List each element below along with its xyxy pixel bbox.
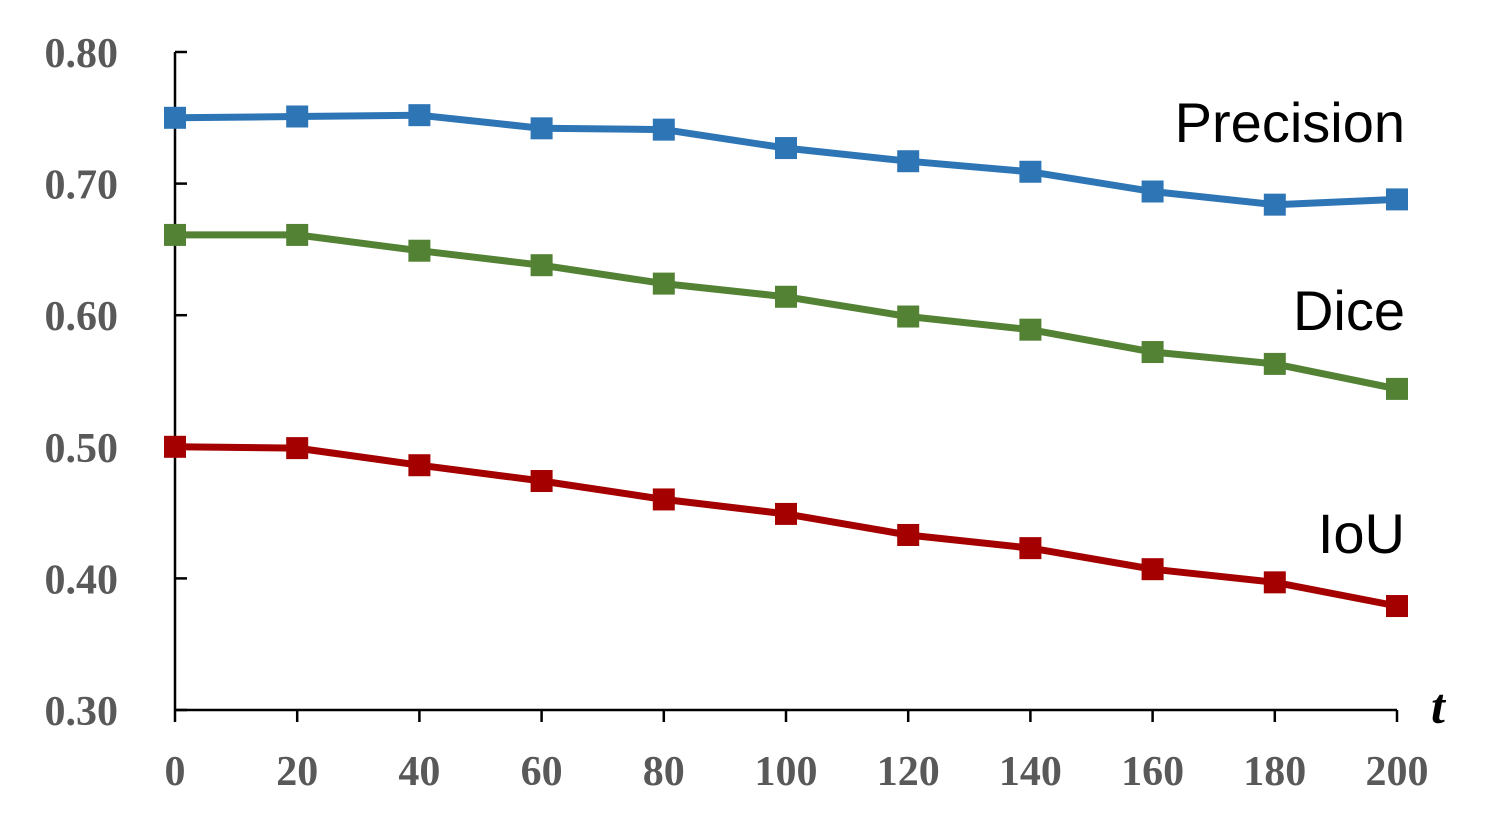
iou-line <box>174 443 1398 610</box>
y-tick-label: 0.30 <box>45 689 119 735</box>
x-axis-ticks: 0 20 40 60 80 100 120 140 160 180 200 <box>165 710 1429 795</box>
dice-point <box>1263 352 1286 375</box>
dice-point <box>408 239 431 262</box>
x-tick-label: 60 <box>521 749 563 795</box>
y-tick-label: 0.50 <box>45 426 119 472</box>
precision-point <box>530 117 553 140</box>
precision-point <box>652 118 675 141</box>
x-tick-label: 100 <box>755 749 818 795</box>
iou-point <box>530 470 553 493</box>
precision-point <box>1141 180 1164 203</box>
series-labels: Precision Dice IoU <box>1175 91 1405 565</box>
iou-point <box>652 488 675 511</box>
precision-point <box>286 105 309 128</box>
x-tick-label: 80 <box>643 749 685 795</box>
iou-point <box>1386 595 1408 618</box>
series-dice <box>164 223 1408 400</box>
iou-point <box>1263 571 1286 594</box>
iou-series-label: IoU <box>1318 502 1405 565</box>
precision-point <box>1263 193 1286 216</box>
iou-point <box>775 502 797 525</box>
x-axis-title: t <box>1431 678 1447 734</box>
y-tick-label: 0.60 <box>45 294 119 340</box>
iou-point <box>408 454 431 477</box>
iou-point <box>1019 537 1042 560</box>
iou-point <box>1141 558 1164 581</box>
iou-point <box>897 523 920 546</box>
x-tick-label: 180 <box>1243 749 1306 795</box>
dice-line <box>175 231 1398 393</box>
precision-point <box>1019 160 1042 183</box>
dice-point <box>1141 341 1164 364</box>
x-tick-label: 200 <box>1366 749 1429 795</box>
dice-point <box>652 272 675 295</box>
dice-point <box>164 223 186 246</box>
x-tick-label: 40 <box>398 749 440 795</box>
x-tick-label: 140 <box>999 749 1062 795</box>
precision-point <box>775 137 797 160</box>
precision-point <box>164 106 186 129</box>
precision-point <box>408 104 431 127</box>
x-tick-label: 0 <box>165 749 186 795</box>
x-tick-label: 120 <box>877 749 940 795</box>
y-axis-ticks: 0.30 0.40 0.50 0.60 0.70 0.80 <box>45 31 187 735</box>
series-iou <box>164 435 1408 618</box>
x-tick-label: 20 <box>276 749 318 795</box>
y-tick-label: 0.80 <box>45 31 119 77</box>
precision-point <box>1386 188 1408 211</box>
dice-point <box>286 223 309 246</box>
dice-point <box>1386 377 1408 400</box>
precision-point <box>897 150 920 173</box>
dice-point <box>530 254 553 277</box>
series-layer <box>164 104 1408 618</box>
series-precision <box>164 104 1408 216</box>
x-tick-label: 160 <box>1121 749 1184 795</box>
precision-series-label: Precision <box>1175 91 1405 154</box>
iou-point <box>164 435 186 458</box>
y-tick-label: 0.40 <box>45 557 119 603</box>
dice-series-label: Dice <box>1293 279 1405 342</box>
iou-point <box>286 437 309 460</box>
y-tick-label: 0.70 <box>45 163 119 209</box>
dice-point <box>775 285 797 308</box>
dice-point <box>897 305 920 328</box>
dice-point <box>1019 318 1042 341</box>
